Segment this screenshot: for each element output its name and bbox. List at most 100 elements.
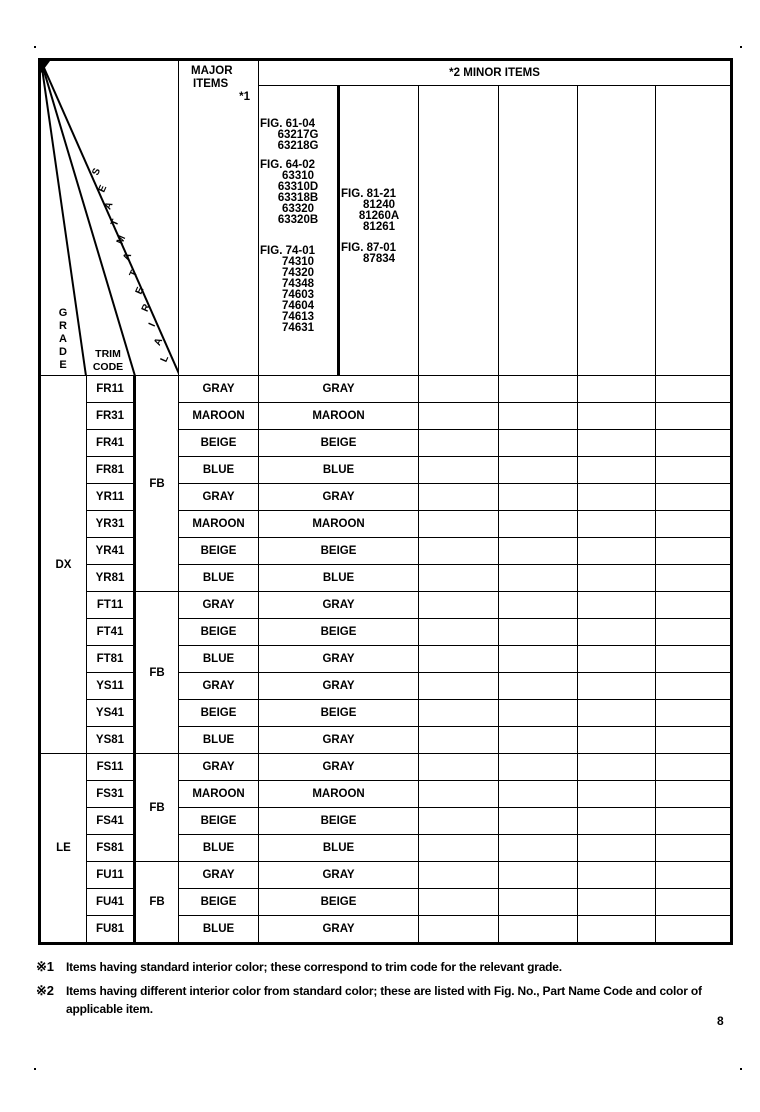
empty-cell	[498, 780, 579, 808]
major-color-cell: MAROON	[178, 780, 260, 808]
major-color-cell: BEIGE	[178, 807, 260, 835]
minor-color-cell: GRAY	[258, 753, 420, 781]
seat-material-letter: I	[147, 321, 158, 328]
empty-cell	[577, 375, 657, 403]
minor-color-cell: BLUE	[258, 456, 420, 484]
seat-material-letter: A	[103, 200, 116, 211]
empty-cell	[418, 834, 500, 862]
minor-color-cell: GRAY	[258, 861, 420, 889]
empty-cell	[498, 618, 579, 646]
empty-cell	[655, 834, 733, 862]
fig-block: FIG. 87-01 87834	[340, 242, 418, 265]
part-code: 63217G	[277, 129, 319, 141]
table-row: DX FR11 FB GRAY GRAY	[39, 375, 733, 754]
empty-cell	[418, 699, 500, 727]
seat-material-letter: S	[90, 166, 103, 177]
fig-block: FIG. 64-02 63310 63310D 63318B 63320 63320B	[260, 159, 336, 226]
footnote-2: ※2 Items having different interior color …	[36, 982, 736, 1018]
empty-cell	[498, 510, 579, 538]
minor-color-cell: BEIGE	[258, 807, 420, 835]
empty-cell	[418, 375, 500, 403]
seat-material-letter: M	[115, 234, 128, 246]
scan-speck	[34, 1068, 36, 1070]
empty-cell	[498, 672, 579, 700]
trim-code-cell: YR81	[86, 564, 136, 592]
table-row: FU81 BLUE GRAY	[40, 915, 733, 944]
grade-letter: E	[59, 359, 66, 371]
fig-block: FIG. 81-21 81240 81260A 81261	[340, 188, 418, 233]
trim-code-cell: FS31	[86, 780, 136, 808]
minor-color-cell: GRAY	[258, 483, 420, 511]
major-color-cell: BEIGE	[178, 699, 260, 727]
part-code: 81260A	[358, 209, 400, 222]
empty-cell	[498, 537, 579, 565]
empty-cell	[655, 699, 733, 727]
seat-material-letter: E	[97, 183, 110, 194]
empty-cell	[577, 645, 657, 673]
empty-cell	[655, 726, 733, 754]
seat-material-letter: A	[152, 336, 165, 347]
minor-color-cell: GRAY	[258, 726, 420, 754]
trim-label: TRIM	[95, 348, 121, 360]
scan-speck	[740, 1068, 742, 1070]
grade-letter: D	[59, 346, 67, 358]
minor-color-cell: GRAY	[258, 375, 420, 403]
empty-cell	[577, 699, 657, 727]
major-color-cell: MAROON	[178, 510, 260, 538]
empty-cell	[655, 645, 733, 673]
empty-cell	[655, 375, 733, 403]
empty-cell	[577, 861, 657, 889]
empty-cell	[655, 510, 733, 538]
part-code: 63310	[282, 170, 315, 182]
empty-cell	[577, 591, 657, 619]
empty-cell	[655, 537, 733, 565]
trim-code-cell: FS41	[86, 807, 136, 835]
major-color-cell: MAROON	[178, 402, 260, 430]
table-row: YS11 GRAY GRAY	[40, 672, 733, 700]
minor-color-cell: GRAY	[258, 591, 420, 619]
empty-cell	[498, 456, 579, 484]
empty-cell	[498, 483, 579, 511]
empty-cell	[498, 699, 579, 727]
minor-color-cell: BEIGE	[258, 618, 420, 646]
empty-cell	[498, 375, 579, 403]
trim-code-cell: FS81	[86, 834, 136, 862]
major-color-cell: GRAY	[178, 672, 260, 700]
empty-cell	[655, 564, 733, 592]
footnote-text: Items having standard interior color; th…	[66, 960, 562, 974]
table-row: YR41 BEIGE BEIGE	[40, 537, 733, 565]
major-color-cell: BLUE	[178, 726, 260, 754]
empty-cell	[418, 645, 500, 673]
major-color-cell: BLUE	[178, 834, 260, 862]
part-code: 63310D	[277, 181, 319, 193]
minor-color-cell: BEIGE	[258, 699, 420, 727]
part-code: 63218G	[277, 140, 319, 152]
seat-material-cell: FB	[133, 753, 180, 862]
trim-code-cell: FU41	[86, 888, 136, 916]
minor-color-cell: BEIGE	[258, 537, 420, 565]
seat-material-letter: E	[134, 285, 147, 296]
trim-code-cell: FR11	[86, 375, 136, 403]
items-label: ITEMS	[193, 78, 229, 90]
table-row: FT81 BLUE GRAY	[40, 645, 733, 673]
empty-cell	[418, 888, 500, 916]
empty-cell	[498, 861, 579, 889]
empty-cell	[655, 888, 733, 916]
empty-cell	[498, 834, 579, 862]
empty-cell	[655, 402, 733, 430]
part-code: 74631	[282, 322, 315, 334]
trim-code-cell: FR41	[86, 429, 136, 457]
trim-code-cell: FT41	[86, 618, 136, 646]
footnote-mark: ※2	[36, 983, 54, 998]
table-row: FU11 FB GRAY GRAY	[40, 861, 733, 944]
major-color-cell: BLUE	[178, 564, 260, 592]
empty-cell	[418, 537, 500, 565]
minor-color-cell: GRAY	[258, 672, 420, 700]
minor-color-cell: GRAY	[258, 645, 420, 673]
empty-cell	[418, 780, 500, 808]
fig-block: FIG. 61-04 63217G 63218G	[260, 118, 336, 152]
trim-code-cell: FT11	[86, 591, 136, 619]
minor-blank-column	[655, 85, 733, 376]
